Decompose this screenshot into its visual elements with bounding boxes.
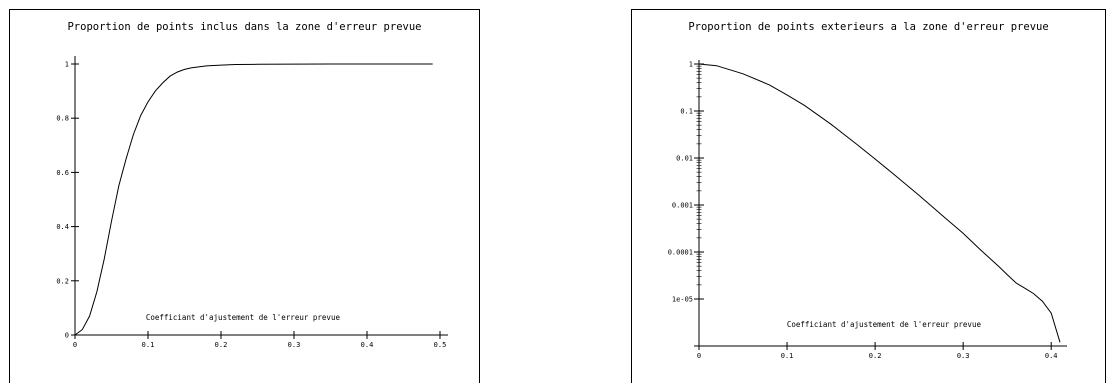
y-tick-label: 1 (65, 61, 69, 69)
x-tick-label: 0.2 (869, 352, 882, 360)
x-axis-label: Coefficiant d'ajustement de l'erreur pre… (146, 313, 341, 322)
chart-right-plot: 1 0.1 0.01 0.001 0.0001 1e-05 0 0.1 0.2 0.3 0.4 Coe… (668, 60, 1067, 360)
y-tick-label: 0.0001 (668, 249, 693, 257)
chart-title: Proportion de points exterieurs a la zon… (688, 21, 1049, 33)
y-tick-label: 0.01 (676, 155, 693, 163)
y-tick-label: 1e-05 (672, 296, 693, 304)
y-tick-label: 0.8 (56, 115, 69, 123)
series-line (698, 63, 1061, 343)
x-axis-label: Coefficiant d'ajustement de l'erreur pre… (787, 320, 982, 329)
x-tick-label: 0 (73, 341, 77, 349)
chart-title: Proportion de points inclus dans la zone… (67, 21, 422, 33)
x-tick-label: 0.3 (957, 352, 970, 360)
y-tick-label: 0.4 (56, 223, 69, 231)
x-tick-label: 0 (697, 352, 701, 360)
y-tick-label: 0.6 (56, 169, 69, 177)
chart-panel-left: Proportion de points inclus dans la zone… (9, 9, 480, 383)
series-line (74, 63, 433, 336)
chart-panel-right: Proportion de points exterieurs a la zon… (631, 9, 1106, 383)
y-tick-label: 0.001 (672, 202, 693, 210)
x-tick-label: 0.4 (361, 341, 374, 349)
chart-left-plot: 0 0.2 0.4 0.6 0.8 1 0 0.1 0.2 0.3 0.4 0.5 Coeffician… (56, 56, 448, 349)
x-tick-label: 0.2 (215, 341, 228, 349)
y-tick-label: 0 (65, 332, 69, 340)
y-tick-label: 0.2 (56, 277, 69, 285)
x-tick-label: 0.4 (1045, 352, 1058, 360)
y-tick-label: 1 (689, 61, 693, 69)
y-tick-label: 0.1 (680, 108, 693, 116)
x-tick-label: 0.3 (288, 341, 301, 349)
x-tick-label: 0.1 (142, 341, 155, 349)
x-tick-label: 0.1 (781, 352, 794, 360)
x-tick-label: 0.5 (434, 341, 447, 349)
